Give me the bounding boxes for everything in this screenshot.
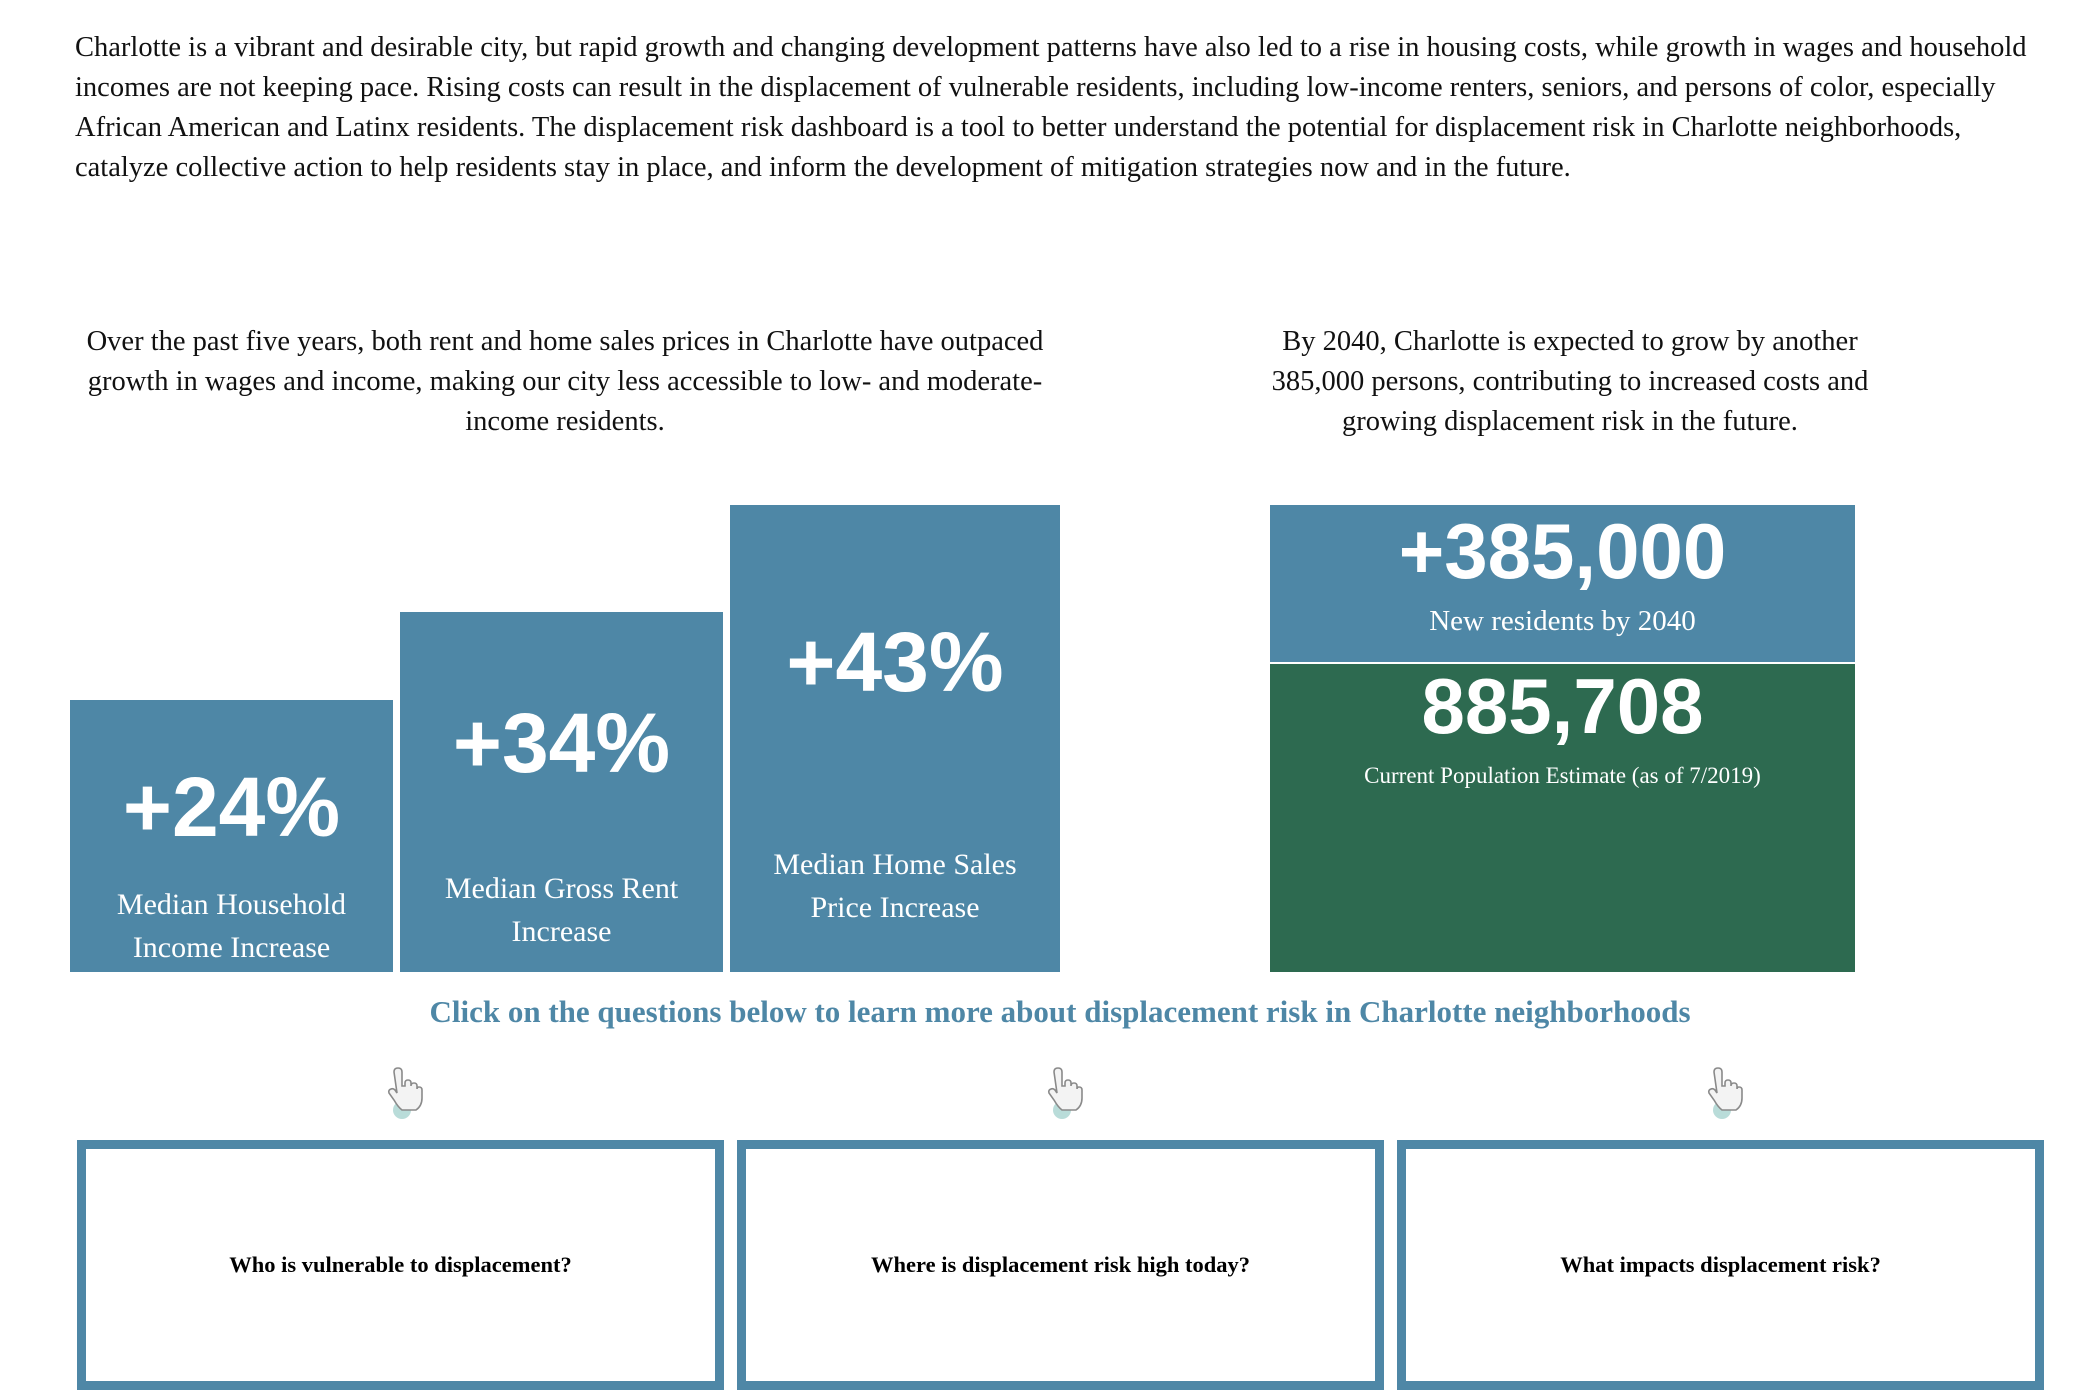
rent-increase-value: +34%	[452, 696, 671, 790]
home-price-increase-label: Median Home Sales Price Increase	[773, 848, 1017, 924]
pointing-hand-icon	[1707, 1067, 1743, 1119]
home-price-increase-bar: +43% Median Home Sales Price Increase	[730, 505, 1060, 972]
current-population-label: Current Population Estimate (as of 7/201…	[1364, 763, 1761, 788]
income-increase-label: Median Household Income Increase	[116, 888, 347, 964]
question-vulnerable-button[interactable]: Who is vulnerable to displacement?	[77, 1140, 724, 1390]
questions-prompt: Click on the questions below to learn mo…	[429, 994, 1691, 1029]
population-growth-box: +385,000 New residents by 2040	[1270, 505, 1855, 662]
intro-paragraph: Charlotte is a vibrant and desirable cit…	[75, 32, 2027, 183]
population-growth-value: +385,000	[1398, 507, 1727, 595]
question-impacts-button[interactable]: What impacts displacement risk?	[1397, 1140, 2044, 1390]
current-population-box: 885,708 Current Population Estimate (as …	[1270, 664, 1855, 972]
rent-increase-label: Median Gross Rent Increase	[444, 872, 679, 948]
income-increase-bar: +24% Median Household Income Increase	[70, 700, 393, 972]
question-vulnerable-label: Who is vulnerable to displacement?	[229, 1252, 572, 1277]
question-risk-high-button[interactable]: Where is displacement risk high today?	[737, 1140, 1384, 1390]
question-risk-high-label: Where is displacement risk high today?	[871, 1252, 1250, 1277]
home-price-increase-value: +43%	[786, 615, 1004, 709]
population-growth-label: New residents by 2040	[1429, 605, 1696, 637]
rent-increase-bar: +34% Median Gross Rent Increase	[400, 612, 723, 972]
pointing-hand-icon	[1047, 1067, 1083, 1119]
pointing-hand-icon	[387, 1067, 423, 1119]
housing-cost-summary: Over the past five years, both rent and …	[86, 326, 1044, 437]
income-increase-value: +24%	[122, 760, 341, 854]
population-growth-summary: By 2040, Charlotte is expected to grow b…	[1271, 326, 1869, 437]
current-population-value: 885,708	[1421, 662, 1704, 750]
question-impacts-label: What impacts displacement risk?	[1560, 1252, 1881, 1277]
